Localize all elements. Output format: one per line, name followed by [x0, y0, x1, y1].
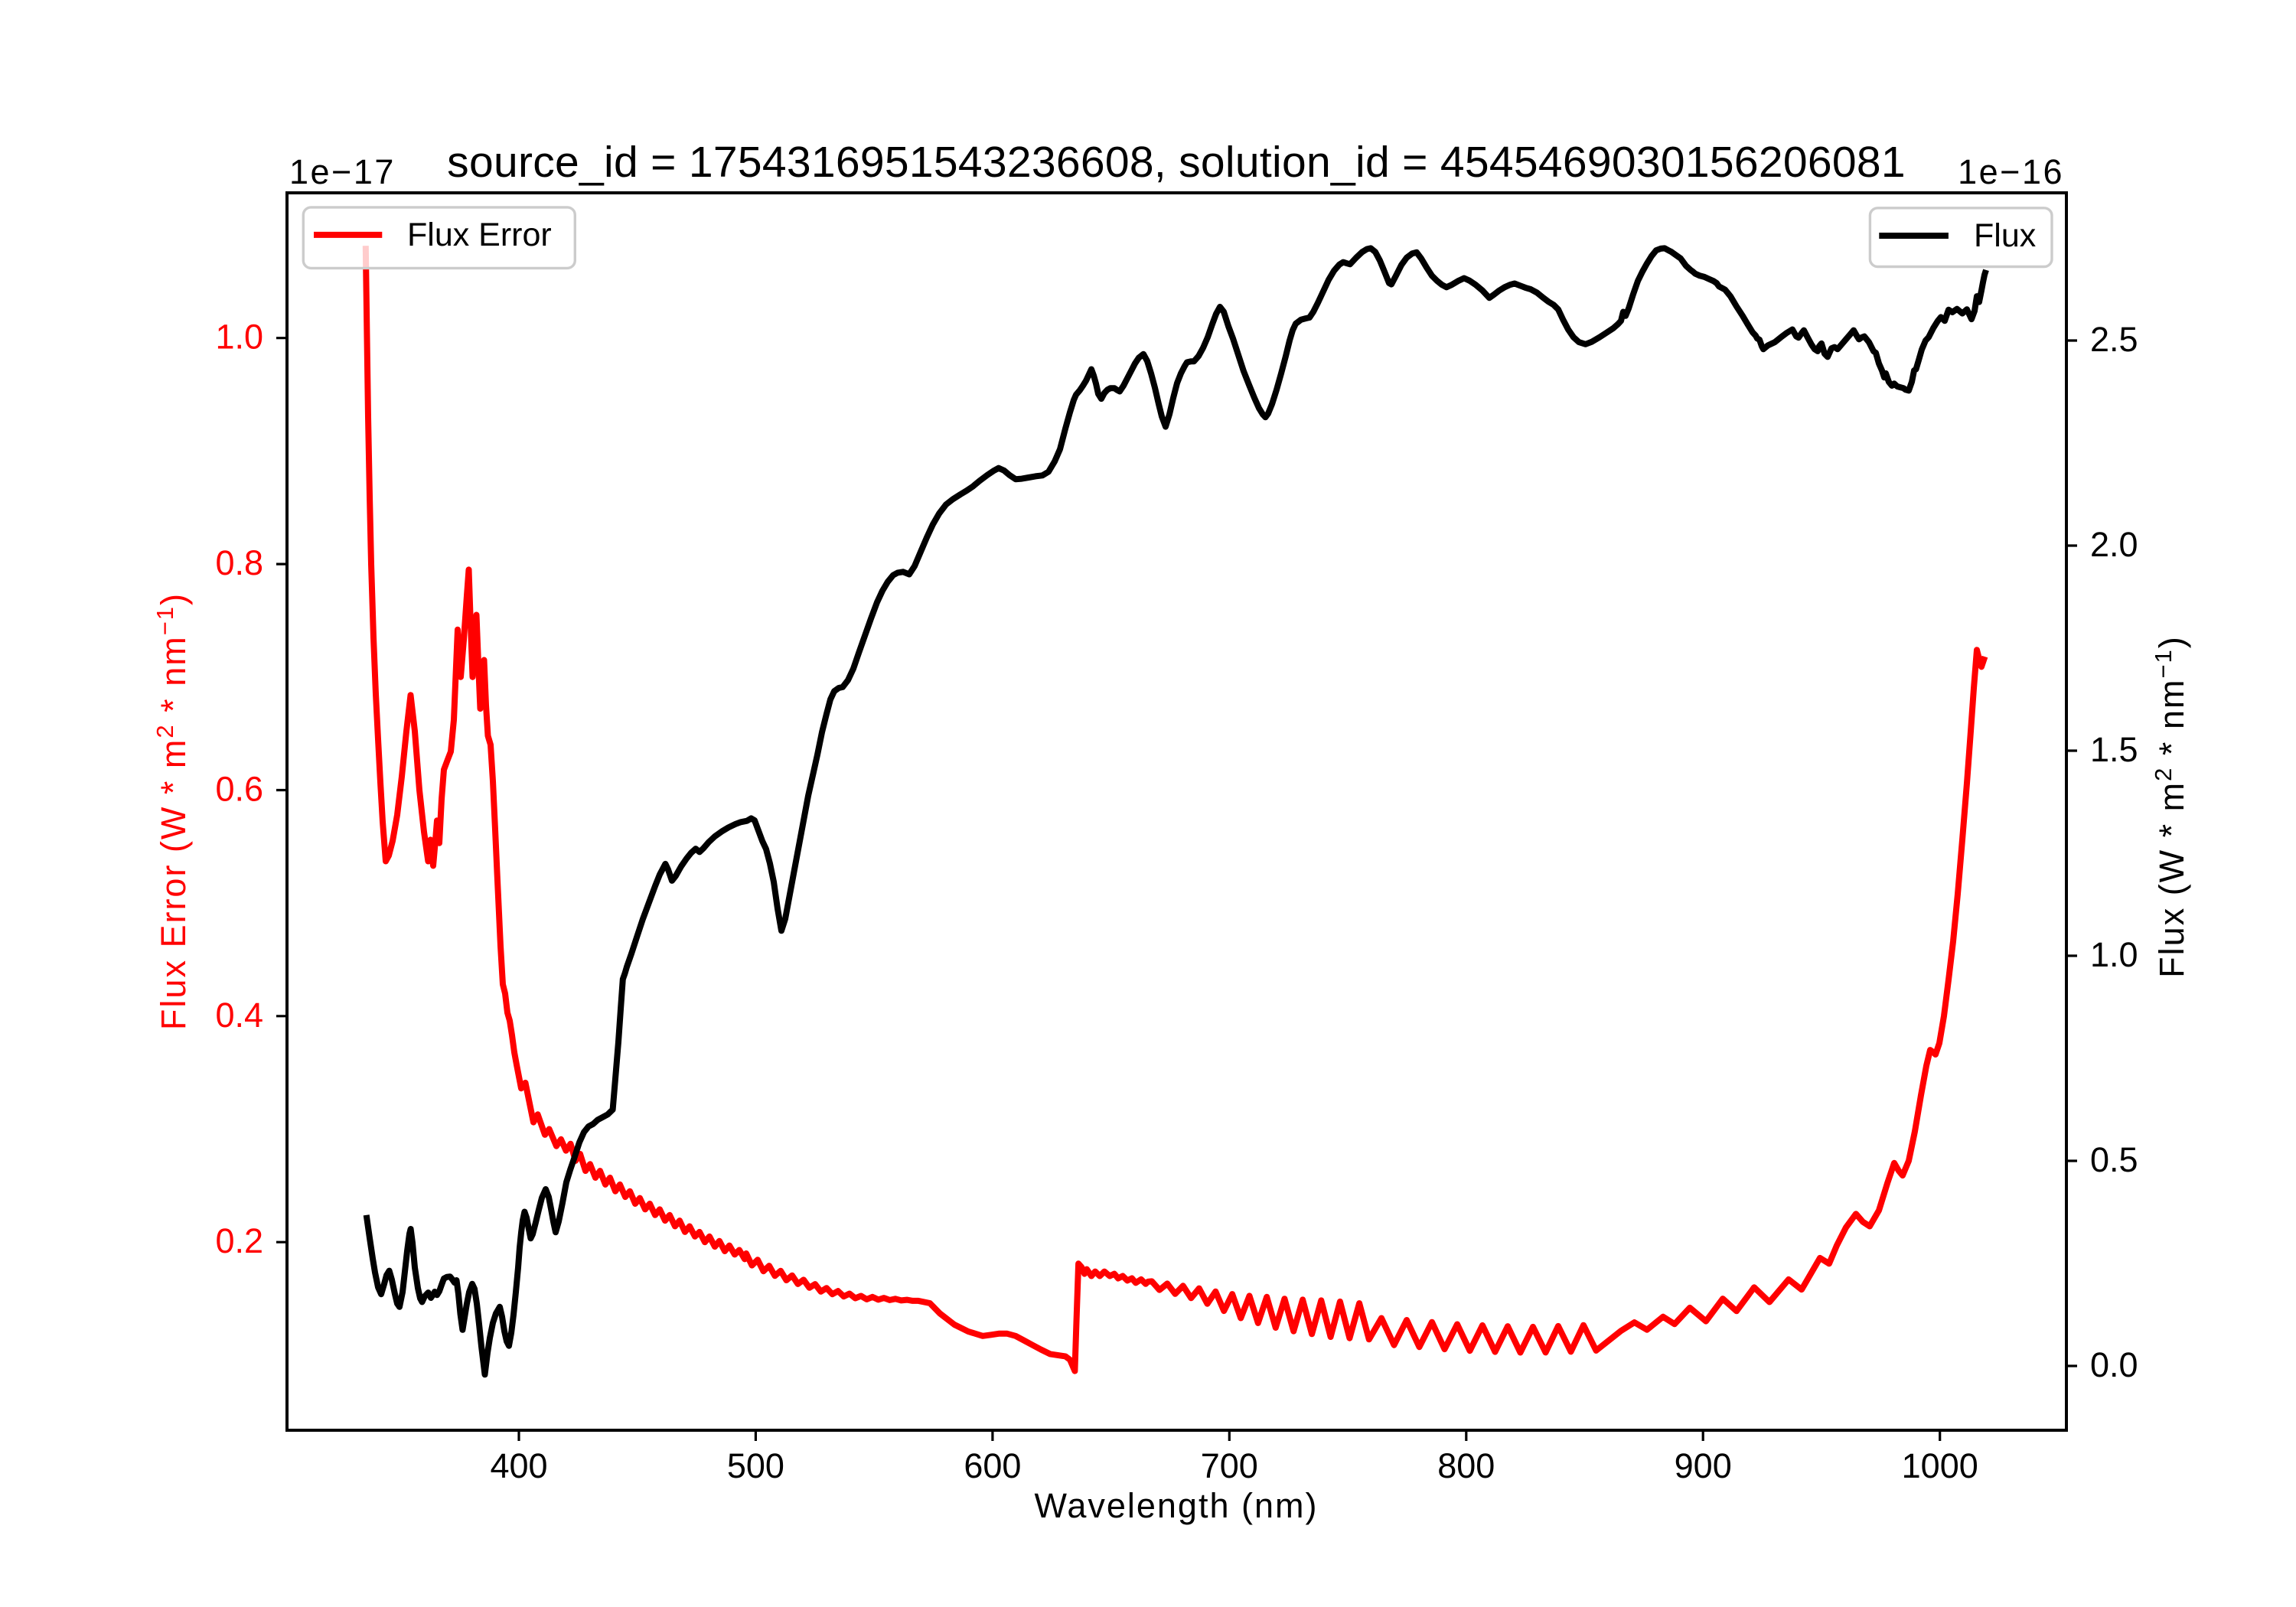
svg-text:1.5: 1.5 — [2090, 730, 2138, 769]
svg-text:Flux Error (W * m2 * nm−1): Flux Error (W * m2 * nm−1) — [152, 592, 193, 1030]
svg-text:2.0: 2.0 — [2090, 525, 2138, 564]
svg-text:0.0: 0.0 — [2090, 1345, 2138, 1384]
svg-text:1000: 1000 — [1902, 1446, 1978, 1485]
svg-text:700: 700 — [1201, 1446, 1258, 1485]
svg-text:2.5: 2.5 — [2090, 320, 2138, 359]
svg-text:0.2: 0.2 — [215, 1221, 263, 1260]
svg-text:Flux: Flux — [1974, 217, 2037, 254]
svg-text:600: 600 — [964, 1446, 1021, 1485]
svg-text:400: 400 — [490, 1446, 547, 1485]
svg-text:1.0: 1.0 — [2090, 935, 2138, 974]
svg-text:0.5: 0.5 — [2090, 1140, 2138, 1179]
svg-text:0.4: 0.4 — [215, 996, 263, 1035]
svg-text:0.8: 0.8 — [215, 543, 263, 582]
svg-text:1e−16: 1e−16 — [1958, 152, 2064, 191]
svg-text:1.0: 1.0 — [215, 318, 263, 357]
svg-text:900: 900 — [1675, 1446, 1732, 1485]
svg-text:Flux Error: Flux Error — [407, 217, 552, 253]
svg-text:Wavelength (nm): Wavelength (nm) — [1035, 1486, 1319, 1525]
svg-text:source_id = 175431695154323660: source_id = 1754316951543236608, solutio… — [447, 138, 1906, 187]
svg-text:500: 500 — [727, 1446, 784, 1485]
svg-text:800: 800 — [1437, 1446, 1495, 1485]
svg-text:Flux (W * m2 * nm−1): Flux (W * m2 * nm−1) — [2150, 635, 2191, 978]
svg-text:1e−17: 1e−17 — [289, 152, 396, 191]
svg-text:0.6: 0.6 — [215, 770, 263, 809]
